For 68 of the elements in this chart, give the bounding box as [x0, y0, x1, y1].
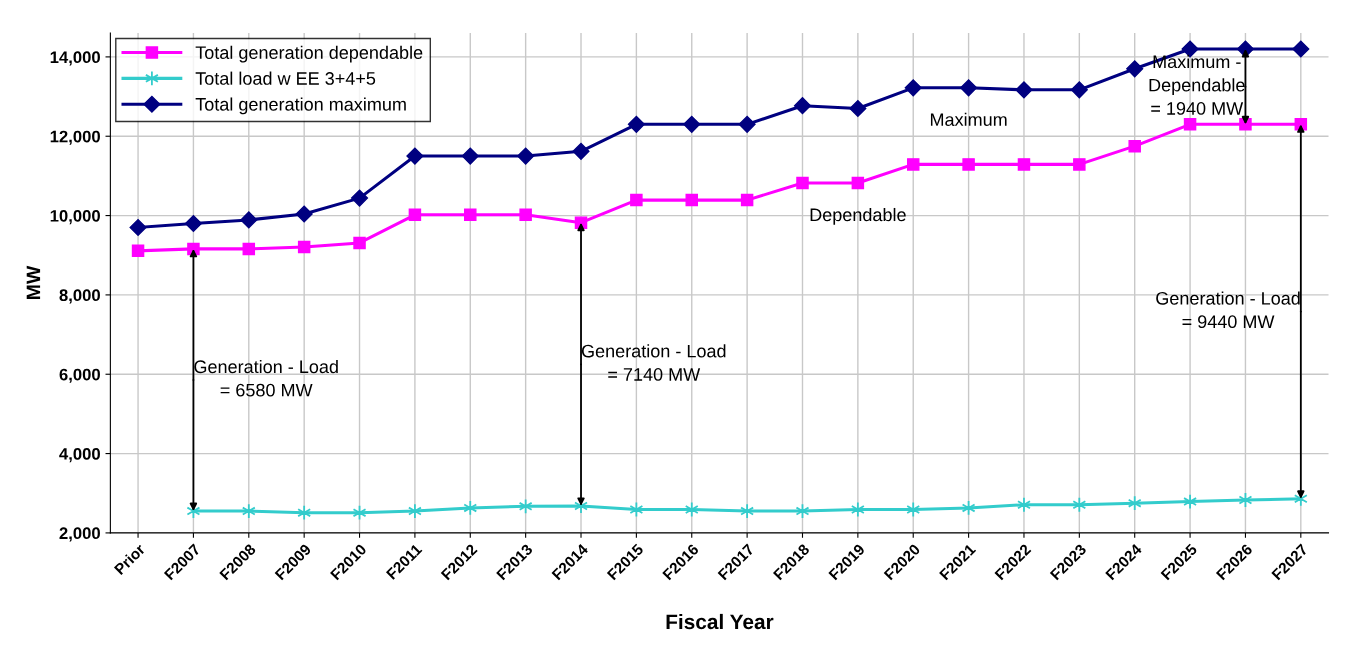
y-tick-label: 10,000: [50, 209, 100, 225]
y-axis-title: MW: [26, 265, 41, 299]
point: [1017, 496, 1031, 513]
legend-label: Total load w EE 3+4+5: [195, 71, 376, 85]
point: [849, 99, 867, 118]
point: [1126, 60, 1144, 78]
annotation: Maximum: [930, 112, 1007, 127]
annotation: Dependable: [810, 207, 906, 225]
annotation: Generation - Load = 6580 MW: [194, 359, 338, 397]
y-tick-label: 4,000: [59, 447, 100, 463]
point: [297, 240, 311, 254]
point: [684, 501, 699, 518]
legend-label: Total generation dependable: [195, 45, 423, 63]
point: [129, 218, 147, 237]
point: [295, 205, 313, 223]
point: [1128, 139, 1141, 153]
point: [406, 147, 424, 165]
point: [518, 498, 533, 515]
point: [906, 158, 920, 171]
point: [517, 147, 535, 165]
point: [353, 236, 366, 250]
point: [1015, 81, 1033, 99]
point: [407, 503, 422, 519]
point: [1127, 495, 1142, 512]
y-tick-label: 6,000: [59, 368, 100, 383]
point: [740, 503, 755, 519]
point: [131, 244, 145, 258]
point: [184, 214, 202, 233]
point: [1070, 81, 1088, 99]
annotation: Maximum - Dependable = 1940 MW: [1149, 54, 1245, 115]
point: [1183, 493, 1197, 510]
point: [685, 193, 699, 207]
point: [960, 79, 978, 97]
point: [463, 500, 478, 516]
point: [961, 500, 976, 516]
point: [1017, 158, 1031, 171]
point: [350, 189, 369, 207]
point: [1292, 40, 1310, 58]
point: [683, 115, 701, 133]
y-tick-label: 2,000: [59, 527, 100, 542]
point: [408, 208, 422, 222]
point: [904, 79, 922, 97]
point: [738, 115, 756, 133]
point: [1073, 158, 1086, 171]
point: [1183, 118, 1197, 131]
point: [962, 158, 975, 171]
y-tick-label: 12,000: [50, 130, 100, 145]
point: [740, 193, 754, 207]
point: [796, 176, 809, 190]
x-axis-title: Fiscal Year: [666, 613, 774, 630]
annotation: Generation - Load = 7140 MW: [581, 344, 726, 381]
y-tick-label: 14,000: [50, 51, 100, 66]
point: [574, 216, 588, 229]
annotation: Generation - Load = 9440 MW: [1156, 291, 1300, 329]
point: [519, 208, 532, 222]
point: [630, 193, 643, 207]
point: [241, 503, 256, 519]
point: [1072, 496, 1087, 513]
point: [464, 208, 477, 222]
point: [793, 97, 812, 115]
point: [627, 115, 645, 133]
point: [242, 242, 256, 256]
legend-label: Total generation maximum: [195, 97, 406, 115]
point: [572, 142, 590, 160]
point: [461, 147, 479, 165]
y-tick-label: 8,000: [59, 289, 100, 304]
point: [851, 176, 865, 190]
point: [240, 211, 258, 229]
